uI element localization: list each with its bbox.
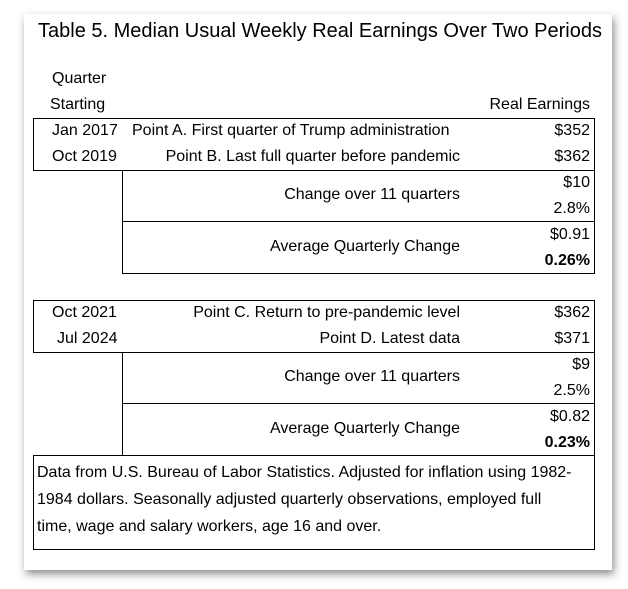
period1-change-box xyxy=(122,170,595,274)
period1-row1-value: $352 xyxy=(554,122,590,139)
real-earnings-header: Real Earnings xyxy=(489,96,591,113)
period2-row2-quarter: Jul 2024 xyxy=(57,330,118,347)
period2-row2-label: Point D. Latest data xyxy=(319,330,460,347)
period2-divider xyxy=(122,403,595,404)
period2-row1-label: Point C. Return to pre-pandemic level xyxy=(193,304,460,321)
table-card xyxy=(24,14,612,570)
period2-row1-quarter: Oct 2021 xyxy=(52,304,117,321)
period1-row2-value: $362 xyxy=(554,148,590,165)
period1-change-pct: 2.8% xyxy=(553,200,590,217)
footnote-box xyxy=(33,455,595,550)
quarter-header-line2: Starting xyxy=(50,96,106,113)
period1-avg-value: $0.91 xyxy=(549,226,590,243)
period2-avg-pct: 0.23% xyxy=(544,434,590,451)
period2-avg-value: $0.82 xyxy=(549,408,590,425)
period2-row2-value: $371 xyxy=(554,330,590,347)
period2-row1-value: $362 xyxy=(554,304,590,321)
quarter-header-line1: Quarter xyxy=(52,70,107,87)
period1-row1-label: Point A. First quarter of Trump administ… xyxy=(132,122,450,139)
period1-change-label: Change over 11 quarters xyxy=(284,186,460,203)
period1-divider xyxy=(122,221,595,222)
period1-row2-quarter: Oct 2019 xyxy=(52,148,117,165)
period2-avg-label: Average Quarterly Change xyxy=(269,420,460,437)
period1-change-value: $10 xyxy=(563,174,590,191)
period1-row2-label: Point B. Last full quarter before pandem… xyxy=(165,148,460,165)
period2-change-label: Change over 11 quarters xyxy=(284,368,460,385)
period1-avg-pct: 0.26% xyxy=(544,252,590,269)
period2-change-pct: 2.5% xyxy=(553,382,590,399)
period1-avg-label: Average Quarterly Change xyxy=(269,238,460,255)
footnote-line2: 1984 dollars. Seasonally adjusted quarte… xyxy=(37,491,542,508)
period1-row1-quarter: Jan 2017 xyxy=(52,122,118,139)
footnote-line1: Data from U.S. Bureau of Labor Statistic… xyxy=(37,464,572,481)
table-title: Table 5. Median Usual Weekly Real Earnin… xyxy=(38,20,602,42)
footnote-line3: time, wage and salary workers, age 16 an… xyxy=(37,518,382,535)
period2-change-value: $9 xyxy=(572,356,590,373)
